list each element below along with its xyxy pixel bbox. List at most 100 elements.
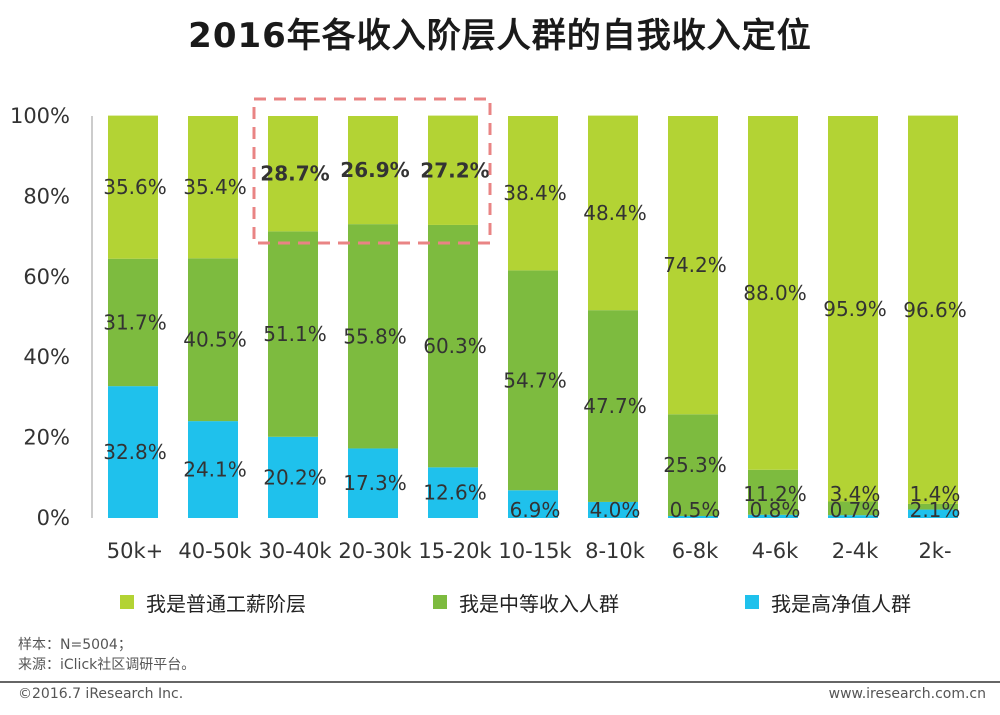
data-label: 96.6% — [903, 298, 967, 322]
data-label: 32.8% — [103, 440, 167, 464]
data-label: 74.2% — [663, 253, 727, 277]
bar-segment — [508, 116, 558, 271]
legend-item-middle: 我是中等收入人群 — [433, 588, 619, 616]
x-tick-label: 15-20k — [418, 539, 492, 563]
legend-swatch-highnet — [745, 595, 759, 609]
bar-segment — [108, 258, 158, 387]
data-label: 26.9% — [340, 158, 409, 182]
bar-segment — [428, 224, 478, 468]
x-tick-label: 6-8k — [672, 539, 719, 563]
x-tick-label: 8-10k — [585, 539, 646, 563]
data-label: 12.6% — [423, 481, 487, 505]
y-tick-label: 60% — [23, 265, 70, 289]
bar-segment — [508, 270, 558, 491]
data-label: 25.3% — [663, 453, 727, 477]
data-label: 28.7% — [260, 162, 329, 186]
legend-label-highnet: 我是高净值人群 — [771, 591, 911, 616]
bar-segment — [348, 224, 398, 449]
legend-swatch-middle — [433, 595, 447, 609]
stacked-bar-chart: 0% 20% 40% 60% 80% 100% 32.8% 31.7% 35.6% 50k+ 24.… — [10, 97, 967, 563]
bar-segment — [828, 515, 878, 518]
data-label: 3.4% — [830, 482, 881, 506]
data-label: 24.1% — [183, 458, 247, 482]
data-label: 31.7% — [103, 310, 167, 334]
bar-segment — [748, 469, 798, 515]
bar-segment — [828, 116, 878, 502]
data-label: 4.0% — [590, 498, 641, 522]
x-tick-label: 50k+ — [107, 539, 163, 563]
x-tick-label: 2k- — [918, 539, 951, 563]
data-label: 48.4% — [583, 201, 647, 225]
data-label: 40.5% — [183, 328, 247, 352]
website: www.iresearch.com.cn — [828, 686, 986, 702]
bar-segment — [108, 115, 158, 259]
data-label: 54.7% — [503, 368, 567, 392]
bar-segment — [748, 514, 798, 518]
data-label: 1.4% — [910, 482, 961, 506]
footer-divider — [0, 681, 1000, 683]
data-label: 88.0% — [743, 281, 807, 305]
bar-segment — [908, 115, 958, 504]
data-label: 0.8% — [750, 498, 801, 522]
bar-segment — [828, 501, 878, 516]
data-label: 95.9% — [823, 297, 887, 321]
bar-segment — [188, 116, 238, 259]
y-tick-label: 0% — [37, 506, 70, 530]
highlight-box — [252, 97, 492, 245]
copyright: ©2016.7 iResearch Inc. — [18, 686, 184, 702]
bar-segment — [188, 258, 238, 422]
bar-segment — [908, 503, 958, 510]
legend-label-worker: 我是普通工薪阶层 — [146, 591, 306, 616]
legend-item-worker: 我是普通工薪阶层 — [120, 588, 306, 616]
y-tick-label: 40% — [23, 345, 70, 369]
x-tick-label: 40-50k — [178, 539, 252, 563]
source-note: 来源：iClick社区调研平台。 — [18, 657, 196, 673]
data-label: 6.9% — [510, 498, 561, 522]
bar-segment — [268, 231, 318, 437]
data-label: 11.2% — [743, 482, 807, 506]
legend-label-middle: 我是中等收入人群 — [459, 591, 619, 616]
x-tick-label: 30-40k — [258, 539, 332, 563]
data-label: 55.8% — [343, 324, 407, 348]
legend-swatch-worker — [120, 595, 134, 609]
bar-segment — [588, 501, 638, 518]
chart-title: 2016年各收入阶层人群的自我收入定位 — [188, 16, 812, 56]
legend-item-highnet: 我是高净值人群 — [745, 588, 911, 616]
bar-segment — [348, 448, 398, 518]
data-label: 60.3% — [423, 334, 487, 358]
x-tick-label: 2-4k — [832, 539, 879, 563]
data-label: 0.7% — [830, 498, 881, 522]
bar-segment — [588, 115, 638, 311]
data-label: 2.1% — [910, 498, 961, 522]
bar-segment — [588, 310, 638, 502]
data-label: 35.6% — [103, 175, 167, 199]
bar-segment — [188, 421, 238, 518]
x-tick-label: 20-30k — [338, 539, 412, 563]
bar-segment — [668, 116, 718, 415]
bar-segment — [108, 386, 158, 518]
data-label: 0.5% — [670, 498, 721, 522]
bar-segment — [428, 115, 478, 225]
bar-segment — [268, 436, 318, 518]
y-tick-label: 80% — [23, 184, 70, 208]
data-label: 38.4% — [503, 181, 567, 205]
bar-segment — [268, 116, 318, 232]
bar-segment — [508, 490, 558, 518]
data-label: 17.3% — [343, 471, 407, 495]
x-tick-label: 10-15k — [498, 539, 572, 563]
x-tick-label: 4-6k — [752, 539, 799, 563]
data-label: 27.2% — [420, 158, 489, 182]
sample-note: 样本：N=5004； — [18, 637, 132, 653]
bar-segment — [348, 116, 398, 225]
bar-segment — [428, 467, 478, 518]
bar-segment — [908, 509, 958, 518]
data-label: 47.7% — [583, 394, 647, 418]
y-tick-label: 100% — [10, 104, 70, 128]
bar-segment — [668, 414, 718, 516]
data-label: 20.2% — [263, 465, 327, 489]
y-tick-label: 20% — [23, 426, 70, 450]
bar-segment — [748, 116, 798, 470]
bar-segment — [668, 515, 718, 518]
data-label: 35.4% — [183, 175, 247, 199]
data-label: 51.1% — [263, 322, 327, 346]
